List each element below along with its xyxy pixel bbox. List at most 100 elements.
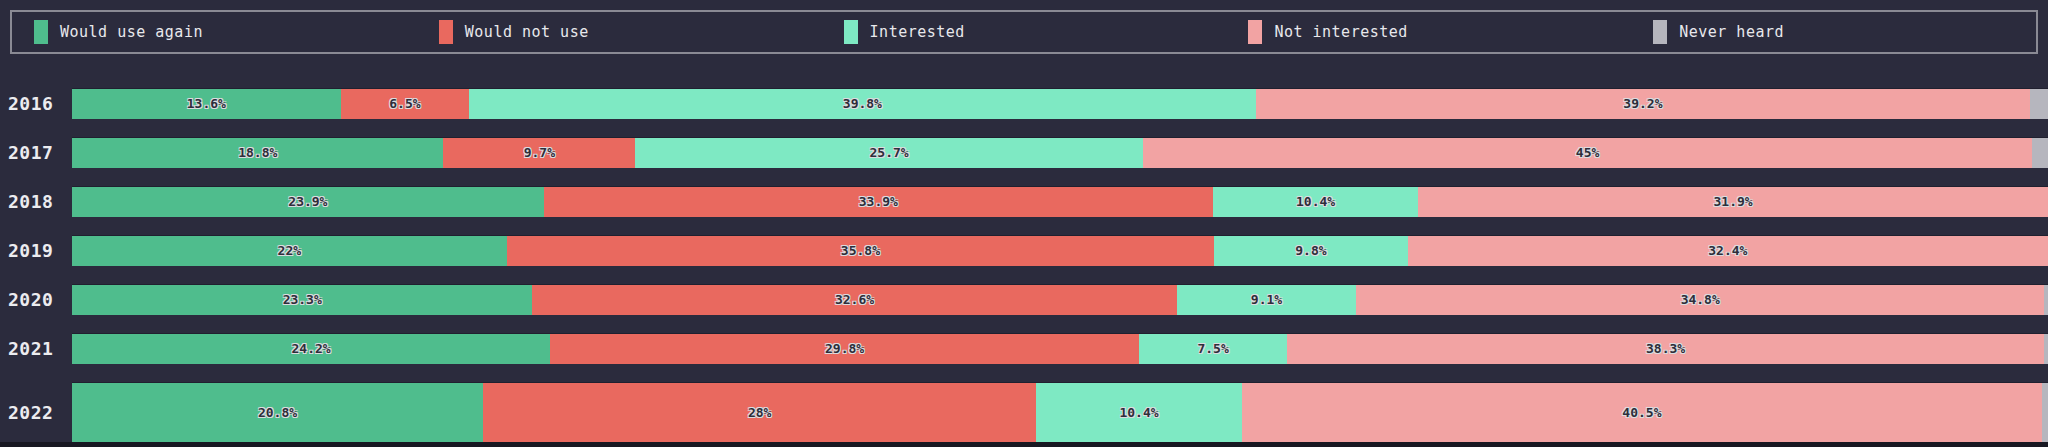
- segment-value-label: 10.4%: [1119, 405, 1158, 420]
- segment-not-interested[interactable]: 34.8%: [1356, 285, 2044, 315]
- segment-interested[interactable]: 7.5%: [1139, 334, 1287, 364]
- legend-label: Not interested: [1274, 23, 1407, 41]
- legend: Would use again Would not use Interested No…: [10, 10, 2038, 54]
- segment-not-interested[interactable]: 40.5%: [1242, 383, 2042, 443]
- row-year-label: 2019: [0, 240, 72, 261]
- segment-value-label: 35.8%: [841, 243, 880, 258]
- segment-value-label: 23.9%: [288, 194, 327, 209]
- chart-row-2022: 2022 20.8% 28% 10.4% 40.5%: [0, 382, 2048, 442]
- segment-interested[interactable]: 25.7%: [635, 138, 1143, 168]
- row-year-label: 2016: [0, 93, 72, 114]
- segment-interested[interactable]: 10.4%: [1213, 187, 1418, 217]
- bottom-strip: [0, 442, 2048, 447]
- chart-rows: 2016 13.6% 6.5% 39.8% 39.2% 201718.8% 9.7% 25.7…: [0, 88, 2048, 442]
- chart-row-2021: 2021 24.2% 29.8% 7.5% 38.3%: [0, 333, 2048, 363]
- segment-would-use-again[interactable]: 22%: [72, 236, 507, 266]
- segment-value-label: 22%: [278, 243, 301, 258]
- legend-item-not-interested[interactable]: Not interested: [1226, 20, 1631, 44]
- segment-would-not-use[interactable]: 9.7%: [443, 138, 635, 168]
- stacked-bar-2019: 22% 35.8% 9.8% 32.4%: [72, 235, 2048, 266]
- segment-value-label: 39.2%: [1623, 96, 1662, 111]
- legend-label: Interested: [870, 23, 965, 41]
- row-year-label: 2018: [0, 191, 72, 212]
- stacked-bar-2022: 20.8% 28% 10.4% 40.5%: [72, 382, 2048, 443]
- legend-swatch-icon: [439, 20, 453, 44]
- segment-value-label: 45%: [1576, 145, 1599, 160]
- legend-label: Would not use: [465, 23, 589, 41]
- segment-value-label: 40.5%: [1622, 405, 1661, 420]
- segment-value-label: 25.7%: [870, 145, 909, 160]
- legend-item-would-not-use[interactable]: Would not use: [417, 20, 822, 44]
- row-year-label: 2020: [0, 289, 72, 310]
- chart-row-2017: 201718.8% 9.7% 25.7% 45%: [0, 137, 2048, 167]
- segment-would-not-use[interactable]: 32.6%: [532, 285, 1176, 315]
- segment-interested[interactable]: 9.8%: [1214, 236, 1408, 266]
- segment-never-heard[interactable]: [2042, 383, 2048, 443]
- segment-interested[interactable]: 39.8%: [469, 89, 1255, 119]
- stacked-bar-2017: 18.8% 9.7% 25.7% 45%: [72, 137, 2048, 168]
- stacked-bar-2020: 23.3% 32.6% 9.1% 34.8%: [72, 284, 2048, 315]
- segment-value-label: 13.6%: [187, 96, 226, 111]
- segment-interested[interactable]: 10.4%: [1036, 383, 1242, 443]
- legend-swatch-icon: [1653, 20, 1667, 44]
- segment-value-label: 31.9%: [1714, 194, 1753, 209]
- segment-not-interested[interactable]: 38.3%: [1287, 334, 2044, 364]
- segment-value-label: 10.4%: [1296, 194, 1335, 209]
- segment-never-heard[interactable]: [2032, 138, 2048, 168]
- chart-row-2020: 2020 23.3% 32.6% 9.1% 34.8%: [0, 284, 2048, 314]
- segment-value-label: 34.8%: [1681, 292, 1720, 307]
- segment-value-label: 6.5%: [389, 96, 420, 111]
- segment-value-label: 38.3%: [1646, 341, 1685, 356]
- segment-value-label: 32.6%: [835, 292, 874, 307]
- chart-row-2018: 2018 23.9% 33.9% 10.4% 31.9%: [0, 186, 2048, 216]
- legend-item-would-use-again[interactable]: Would use again: [12, 20, 417, 44]
- stacked-bar-2021: 24.2% 29.8% 7.5% 38.3%: [72, 333, 2048, 364]
- stacked-bar-2016: 13.6% 6.5% 39.8% 39.2%: [72, 88, 2048, 119]
- legend-swatch-icon: [1248, 20, 1262, 44]
- row-year-label: 2017: [0, 142, 72, 163]
- segment-value-label: 9.1%: [1251, 292, 1282, 307]
- legend-item-interested[interactable]: Interested: [822, 20, 1227, 44]
- segment-value-label: 9.8%: [1295, 243, 1326, 258]
- segment-not-interested[interactable]: 32.4%: [1408, 236, 2048, 266]
- experience-over-time-chart: Would use again Would not use Interested No…: [0, 0, 2048, 447]
- segment-value-label: 23.3%: [283, 292, 322, 307]
- segment-would-use-again[interactable]: 23.3%: [72, 285, 532, 315]
- segment-never-heard[interactable]: [2044, 334, 2048, 364]
- segment-value-label: 7.5%: [1197, 341, 1228, 356]
- segment-not-interested[interactable]: 45%: [1143, 138, 2032, 168]
- chart-row-2016: 2016 13.6% 6.5% 39.8% 39.2%: [0, 88, 2048, 118]
- legend-label: Would use again: [60, 23, 203, 41]
- segment-would-use-again[interactable]: 23.9%: [72, 187, 544, 217]
- segment-would-not-use[interactable]: 35.8%: [507, 236, 1214, 266]
- segment-value-label: 32.4%: [1708, 243, 1747, 258]
- segment-value-label: 20.8%: [258, 405, 297, 420]
- legend-swatch-icon: [34, 20, 48, 44]
- segment-interested[interactable]: 9.1%: [1177, 285, 1357, 315]
- segment-never-heard[interactable]: [2030, 89, 2048, 119]
- legend-label: Never heard: [1679, 23, 1784, 41]
- segment-never-heard[interactable]: [2044, 285, 2048, 315]
- segment-value-label: 9.7%: [524, 145, 555, 160]
- segment-would-not-use[interactable]: 6.5%: [341, 89, 469, 119]
- segment-would-use-again[interactable]: 13.6%: [72, 89, 341, 119]
- legend-item-never-heard[interactable]: Never heard: [1631, 20, 2036, 44]
- row-year-label: 2021: [0, 338, 72, 359]
- segment-would-not-use[interactable]: 33.9%: [544, 187, 1213, 217]
- segment-would-not-use[interactable]: 29.8%: [550, 334, 1139, 364]
- segment-would-use-again[interactable]: 20.8%: [72, 383, 483, 443]
- segment-would-use-again[interactable]: 18.8%: [72, 138, 443, 168]
- segment-not-interested[interactable]: 31.9%: [1418, 187, 2048, 217]
- segment-would-use-again[interactable]: 24.2%: [72, 334, 550, 364]
- segment-value-label: 24.2%: [292, 341, 331, 356]
- stacked-bar-2018: 23.9% 33.9% 10.4% 31.9%: [72, 186, 2048, 217]
- segment-value-label: 28%: [748, 405, 771, 420]
- segment-not-interested[interactable]: 39.2%: [1256, 89, 2031, 119]
- segment-value-label: 39.8%: [843, 96, 882, 111]
- chart-row-2019: 2019 22% 35.8% 9.8% 32.4%: [0, 235, 2048, 265]
- legend-swatch-icon: [844, 20, 858, 44]
- segment-value-label: 33.9%: [859, 194, 898, 209]
- row-year-label: 2022: [0, 402, 72, 423]
- segment-value-label: 29.8%: [825, 341, 864, 356]
- segment-would-not-use[interactable]: 28%: [483, 383, 1036, 443]
